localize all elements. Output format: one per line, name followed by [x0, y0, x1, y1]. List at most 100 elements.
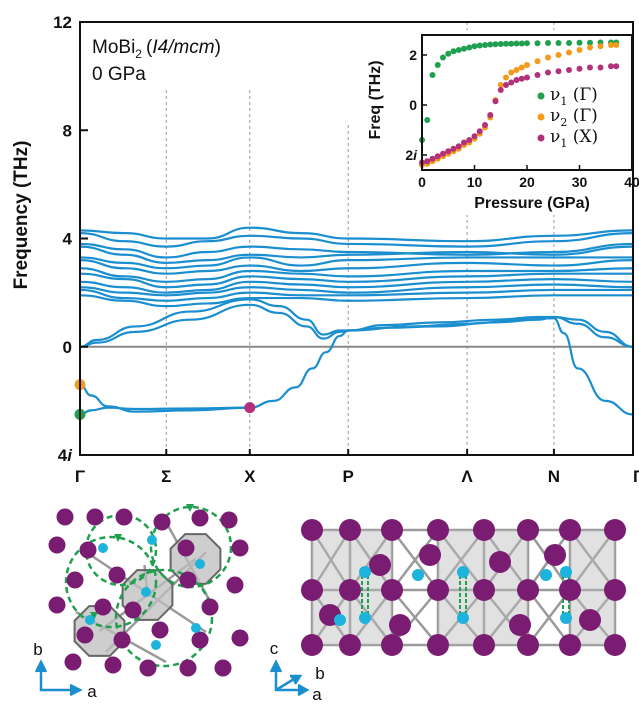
optical-branch [79, 245, 634, 264]
bi-atom [604, 519, 626, 541]
inset-point [545, 69, 551, 76]
kpoint-label: Σ [161, 467, 171, 486]
y-tick-label: 4i [58, 446, 73, 465]
inset-point [508, 40, 515, 47]
inset-point [587, 44, 593, 51]
bi-atom [48, 536, 66, 554]
bi-atom [544, 544, 566, 566]
bi-atom [113, 631, 131, 649]
inset-point [445, 148, 452, 155]
space-group-close: ) [215, 37, 221, 58]
inset-y-tick-label: 2i [405, 147, 418, 163]
bi-atom [153, 513, 171, 531]
inset-legend: ν1 (Γ)ν2 (Γ)ν1 (X) [537, 85, 631, 150]
y-axis-label: Frequency (THz) [11, 141, 32, 290]
bi-atom [339, 579, 361, 601]
phonon-bands [79, 226, 634, 416]
bi-atom [473, 519, 495, 541]
bi-atom [427, 579, 449, 601]
bi-atom [108, 566, 126, 584]
inset-point [555, 68, 562, 75]
mo-atom [147, 535, 157, 545]
mo-atom [560, 612, 572, 624]
inset-point [576, 65, 583, 72]
bi-atom [489, 551, 511, 573]
inset-point [513, 67, 520, 73]
bi-atom [381, 634, 403, 656]
inset-x-tick-label: 20 [519, 174, 535, 190]
legend-marker [537, 92, 545, 100]
bi-atom [389, 614, 411, 636]
compound-subscript: 2 [135, 47, 142, 61]
bi-atom [139, 659, 157, 677]
mo-atom [457, 566, 469, 578]
inset-point [597, 43, 604, 50]
inset-point [450, 145, 457, 152]
bi-atom [79, 541, 97, 559]
bi-atom [517, 519, 539, 541]
marked-point [244, 402, 256, 414]
inset-point [608, 63, 614, 70]
kpoint-label: Γ [75, 467, 85, 486]
bi-atom [86, 508, 104, 526]
bi-atom [381, 519, 403, 541]
inset-point [466, 44, 473, 51]
inset-point [455, 143, 462, 150]
optical-branch [79, 242, 634, 259]
bond [310, 529, 352, 591]
inset-point [555, 40, 562, 46]
inset-x-tick-label: 10 [467, 174, 483, 190]
inset-point [497, 87, 504, 93]
bi-atom [48, 596, 66, 614]
y-tick-label: 8 [63, 121, 72, 140]
bi-atom [56, 508, 74, 526]
soft-branch-2 [79, 383, 250, 413]
inset-x-tick-label: 40 [624, 174, 639, 190]
bi-atom [381, 579, 403, 601]
arrow-head [186, 504, 194, 512]
inset-point [466, 137, 473, 143]
inset-point [613, 42, 620, 48]
chart-title: MoBi2 (I4/mcm) [92, 37, 221, 61]
inset-point [508, 79, 515, 86]
inset-y-tick-label: 2 [409, 47, 417, 63]
inset-point [576, 39, 583, 46]
bi-atom [559, 519, 581, 541]
inset-data-points [419, 39, 620, 168]
inset-point [503, 82, 509, 88]
inset-point [555, 52, 562, 58]
inset-point [597, 64, 604, 71]
inset-point [429, 155, 436, 162]
bi-atom [419, 544, 441, 566]
axis-b2-label: b [315, 664, 324, 683]
inset-point [503, 40, 509, 47]
mo-atom [412, 569, 424, 581]
bi-atom [179, 571, 197, 589]
bi-atom [76, 626, 94, 644]
y-tick-label: 0 [63, 338, 72, 357]
optical-branch [79, 283, 634, 297]
mo-atom [141, 587, 151, 597]
bi-atom [179, 659, 197, 677]
inset-point [487, 112, 494, 118]
axis-c-label: c [270, 639, 279, 658]
inset-point [445, 50, 452, 57]
legend-bg [537, 86, 631, 105]
axis-b-label: b [33, 640, 42, 659]
inset-point [566, 49, 572, 56]
bi-atom [604, 579, 626, 601]
legend-marker [537, 113, 545, 121]
mo-atom [191, 623, 201, 633]
inset-point [492, 41, 499, 48]
inset-point [534, 72, 541, 78]
inset-point [524, 40, 530, 47]
inset-point [440, 54, 446, 61]
inset-point [482, 42, 488, 48]
inset-point [497, 41, 504, 47]
bi-atom [191, 631, 209, 649]
inset-point [482, 122, 488, 128]
optical-branch [79, 288, 633, 302]
inset-point [476, 42, 483, 49]
arrow-head [90, 612, 98, 620]
